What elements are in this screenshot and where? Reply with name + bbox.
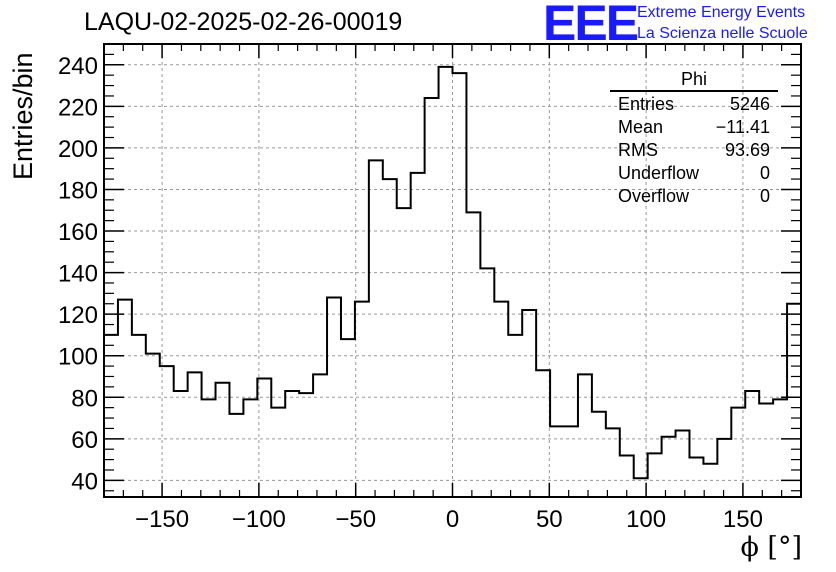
x-tick-label: −150 [135, 506, 189, 533]
stats-label: Overflow [618, 186, 690, 206]
y-tick-label: 40 [71, 468, 98, 495]
x-tick-label: −100 [232, 506, 286, 533]
y-tick-label: 160 [58, 219, 98, 246]
grid-lines [104, 44, 801, 497]
y-tick-label: 120 [58, 302, 98, 329]
stats-label: RMS [618, 140, 658, 160]
y-tick-label: 60 [71, 427, 98, 454]
stats-row: Mean −11.41 [610, 116, 778, 139]
stats-row: Underflow 0 [610, 162, 778, 185]
stats-value: −11.41 [715, 117, 770, 137]
x-tick-label: 50 [536, 506, 563, 533]
stats-row: Overflow 0 [610, 185, 778, 208]
eee-logo: EEE [543, 0, 639, 51]
logo-line-2: La Scienza nelle Scuole [637, 25, 808, 42]
stats-label: Entries [618, 94, 675, 114]
logo-line-1: Extreme Energy Events [637, 4, 806, 21]
stats-box: Phi Entries 5246 Mean −11.41 RMS 93.69 U… [610, 68, 778, 208]
y-tick-label: 100 [58, 344, 98, 371]
y-tick-label: 200 [58, 136, 98, 163]
tick-labels: −150 −100 −50 0 50 100 150 40 60 80 100 120 140 160 18… [58, 53, 763, 533]
stats-value: 93.69 [724, 140, 770, 160]
plot-frame [103, 43, 802, 498]
y-tick-label: 240 [58, 53, 98, 80]
y-tick-label: 220 [58, 94, 98, 121]
histogram-line [104, 65, 801, 480]
y-axis-label: Entries/bin [8, 52, 38, 180]
stats-row: Entries 5246 [610, 93, 778, 116]
stats-label: Mean [618, 117, 664, 137]
x-tick-label: −50 [335, 506, 376, 533]
stats-value: 5246 [729, 94, 770, 114]
stats-header: Phi [610, 68, 778, 92]
y-tick-label: 80 [71, 385, 98, 412]
chart-title: LAQU-02-2025-02-26-00019 [84, 8, 403, 36]
x-tick-label: 100 [626, 506, 666, 533]
stats-row: RMS 93.69 [610, 139, 778, 162]
x-axis-label: ϕ [°] [740, 532, 802, 563]
y-tick-label: 140 [58, 261, 98, 288]
y-tick-label: 180 [58, 177, 98, 204]
y-axis-label-box: Entries/bin [8, 52, 38, 210]
stats-value: 0 [759, 163, 770, 183]
x-tick-label: 150 [723, 506, 763, 533]
stats-label: Underflow [618, 163, 700, 183]
stats-value: 0 [759, 186, 770, 206]
x-tick-label: 0 [446, 506, 459, 533]
